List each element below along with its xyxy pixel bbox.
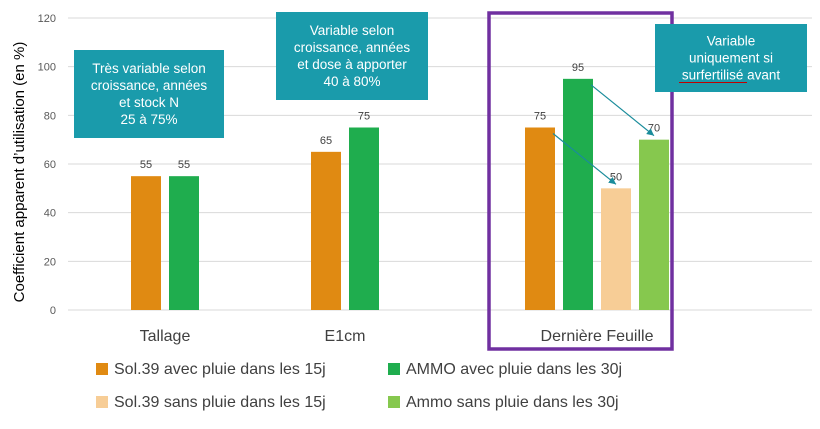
annotation-text: et stock N (119, 95, 179, 110)
annotation-text: 40 à 80% (323, 74, 380, 89)
annotation-text: et dose à apporter (297, 57, 407, 72)
y-tick-label: 20 (44, 256, 56, 268)
bar (563, 78, 593, 310)
y-tick-label: 120 (38, 13, 56, 25)
highlight-box (487, 11, 674, 351)
legend-label: Sol.39 avec pluie dans les 15j (114, 361, 326, 378)
y-tick-label: 40 (44, 208, 56, 220)
annotation-text: surfertilisé avant (682, 68, 781, 83)
bar (525, 127, 555, 310)
annotation-text: Variable selon (310, 23, 395, 38)
data-label: 55 (178, 159, 190, 171)
x-tick-label: Dernière Feuille (541, 328, 654, 345)
annotation-text: 25 à 75% (120, 112, 177, 127)
data-label: 65 (320, 135, 332, 147)
legend-label: AMMO avec pluie dans les 30j (406, 361, 622, 378)
y-axis-label: Coefficient apparent d’utilisation (en %… (11, 42, 28, 303)
bar (601, 188, 631, 310)
y-tick-label: 80 (44, 110, 56, 122)
annotation-box (74, 50, 224, 138)
data-label: 75 (534, 111, 546, 123)
legend-swatch (388, 363, 400, 375)
annotation-text: croissance, années (294, 40, 411, 55)
annotation-text: Très variable selon (92, 61, 206, 76)
bar (639, 139, 669, 310)
annotation-text: Variable (707, 34, 756, 49)
x-tick-label: E1cm (325, 328, 366, 345)
x-tick-label: Tallage (140, 328, 191, 345)
bar (311, 151, 341, 310)
legend-swatch (388, 396, 400, 408)
y-tick-label: 0 (50, 305, 56, 317)
annotation-text: croissance, années (91, 78, 208, 93)
legend-swatch (96, 396, 108, 408)
bar (169, 176, 199, 310)
annotation-text: uniquement si (689, 51, 773, 66)
data-label: 75 (358, 111, 370, 123)
legend-swatch (96, 363, 108, 375)
bar (131, 176, 161, 310)
data-label: 55 (140, 159, 152, 171)
annotation-box (655, 24, 807, 92)
data-label: 95 (572, 62, 584, 74)
trend-arrow (590, 84, 655, 137)
legend-label: Ammo sans pluie dans les 30j (406, 394, 619, 411)
y-tick-label: 100 (38, 62, 56, 74)
legend-label: Sol.39 sans pluie dans les 15j (114, 394, 326, 411)
trend-arrow (552, 133, 617, 185)
y-tick-label: 60 (44, 159, 56, 171)
annotation-box (276, 12, 428, 100)
bar (349, 127, 379, 310)
